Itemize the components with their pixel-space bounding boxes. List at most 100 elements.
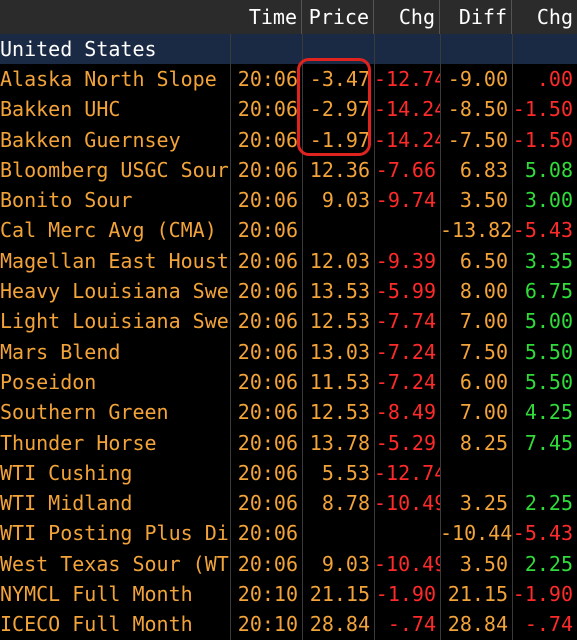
time-cell: 20:06 (237, 127, 298, 152)
table-row[interactable]: Bakken UHC 20:06 -2.97 -14.24 -8.50 -1.50 (0, 94, 577, 124)
crude-name: Poseidon (0, 369, 97, 394)
price-change-cell: -1.90 (375, 582, 436, 607)
column-divider (230, 34, 231, 640)
header-time[interactable]: Time (230, 0, 302, 34)
time-cell: 20:06 (237, 97, 298, 122)
price-change-cell: -7.24 (375, 369, 436, 394)
table-row[interactable]: Mars Blend 20:06 13.03 -7.24 7.50 5.50 (0, 337, 577, 367)
time-cell: 20:06 (237, 309, 298, 334)
table-row[interactable]: Alaska North Slope 20:06 -3.47 -12.74 -9.00.… (0, 64, 577, 94)
table-row[interactable]: Southern Green 20:06 12.53 -8.49 7.00 4.25 (0, 397, 577, 427)
table-row[interactable]: Heavy Louisiana Sweet (H 20:06 13.53-5.99 8… (0, 276, 577, 306)
price-cell: 5.53 (321, 460, 370, 485)
crude-name: Heavy Louisiana Sweet (H (0, 279, 230, 304)
price-change-cell: -.74 (387, 612, 436, 637)
table-row[interactable]: West Texas Sour (WTS) 20:06 9.03 -10.49 3.50… (0, 549, 577, 579)
price-cell: 21.15 (309, 582, 370, 607)
time-cell: 20:06 (237, 67, 298, 91)
diff-cell: 8.25 (459, 430, 508, 455)
crude-name: West Texas Sour (WTS) (0, 551, 230, 576)
price-cell: 12.03 (309, 248, 370, 273)
crude-name: Bakken Guernsey (0, 127, 181, 152)
table-row[interactable]: Bakken Guernsey 20:06 -1.97 -14.24 -7.50 -1.5… (0, 125, 577, 155)
diff-change-cell (512, 458, 577, 488)
column-divider (512, 34, 513, 640)
header-diff[interactable]: Diff (440, 0, 512, 34)
table-row[interactable]: Magellan East Houston 20:06 12.03 -9.39 6.50… (0, 246, 577, 276)
price-change-cell (374, 215, 440, 245)
header-chg[interactable]: Chg (374, 0, 440, 34)
diff-change-cell: 5.50 (524, 369, 573, 394)
diff-change-cell: -1.50 (512, 97, 573, 122)
diff-change-cell: 4.25 (524, 400, 573, 425)
column-divider (374, 34, 375, 640)
diff-cell (440, 458, 512, 488)
crude-name: Mars Blend (0, 339, 121, 364)
price-cell: 12.53 (309, 309, 370, 334)
diff-change-cell: 6.75 (524, 279, 573, 304)
time-cell: 20:10 (237, 612, 298, 637)
price-change-cell: -7.74 (375, 309, 436, 334)
table-row[interactable]: WTI Cushing 20:06 5.53 -12.74 (0, 458, 577, 488)
crude-name: ICECO Full Month (0, 612, 193, 637)
time-cell: 20:06 (237, 430, 298, 455)
diff-cell: 21.15 (447, 582, 508, 607)
crude-name: WTI Posting Plus Diff (0, 521, 230, 546)
price-change-cell: -9.39 (375, 248, 436, 273)
table-row[interactable]: WTI Posting Plus Diff 20:06 -10.44 -5.43 (0, 518, 577, 548)
table-row[interactable]: Light Louisiana Sweet (LL 20:06 12.53-7.74… (0, 306, 577, 336)
crude-name: NYMCL Full Month (0, 582, 193, 607)
price-change-cell: -10.49 (374, 551, 440, 576)
price-change-cell: -14.24 (374, 97, 440, 122)
time-cell: 20:06 (237, 369, 298, 394)
diff-change-cell: 5.08 (524, 157, 573, 182)
time-cell: 20:06 (237, 279, 298, 304)
table-row[interactable]: ICECO Full Month 20:10 28.84 -.74 28.84 -.74 (0, 609, 577, 639)
time-cell: 20:06 (237, 188, 298, 213)
diff-cell: 6.00 (459, 369, 508, 394)
column-header-bar: Time Price Chg Diff Chg (0, 0, 577, 34)
crude-name: Light Louisiana Sweet (LL (0, 309, 230, 334)
time-cell: 20:06 (237, 400, 298, 425)
price-cell: 11.53 (309, 369, 370, 394)
price-change-cell (374, 518, 440, 548)
diff-cell: 7.50 (459, 339, 508, 364)
diff-cell: 8.00 (459, 279, 508, 304)
crude-price-table: Alaska North Slope 20:06 -3.47 -12.74 -9.00.… (0, 64, 577, 640)
header-chg-diff[interactable]: Chg (536, 5, 573, 29)
table-row[interactable]: Bonito Sour 20:06 9.03 -9.74 3.50 3.00 (0, 185, 577, 215)
table-row[interactable]: WTI Midland 20:06 8.78 -10.49 3.25 2.25 (0, 488, 577, 518)
crude-name: WTI Midland (0, 491, 133, 516)
price-change-cell: -7.24 (375, 339, 436, 364)
crude-name: Bloomberg USGC Sour Ind (0, 157, 230, 182)
table-row[interactable]: NYMCL Full Month 20:10 21.15 -1.90 21.15 -1.9… (0, 579, 577, 609)
diff-cell: -9.00 (447, 67, 508, 91)
diff-change-cell: 5.00 (524, 309, 573, 334)
price-change-cell: -10.49 (374, 491, 440, 516)
table-row[interactable]: Thunder Horse 20:06 13.78 -5.29 8.25 7.45 (0, 428, 577, 458)
price-change-cell: -12.74 (374, 67, 440, 91)
diff-change-cell: -1.90 (512, 582, 573, 607)
diff-change-cell: 3.00 (524, 188, 573, 213)
crude-name: Alaska North Slope (0, 67, 217, 91)
crude-name: Bonito Sour (0, 188, 133, 213)
diff-cell: 3.50 (459, 551, 508, 576)
price-cell: -2.97 (309, 97, 370, 122)
table-row[interactable]: Poseidon 20:06 11.53 -7.24 6.00 5.50 (0, 367, 577, 397)
table-row[interactable]: Cal Merc Avg (CMA) Diff 20:06 -13.82-5.43 (0, 215, 577, 245)
price-cell: 8.78 (321, 491, 370, 516)
table-row[interactable]: Bloomberg USGC Sour Ind 20:06 12.36-7.66 6.… (0, 155, 577, 185)
time-cell: 20:06 (237, 157, 298, 182)
time-cell: 20:06 (237, 339, 298, 364)
time-cell: 20:06 (237, 460, 298, 485)
price-cell: 9.03 (321, 188, 370, 213)
price-cell (302, 215, 374, 245)
time-cell: 20:06 (237, 551, 298, 576)
diff-change-cell: 2.25 (524, 551, 573, 576)
price-change-cell: -12.74 (374, 460, 440, 485)
header-price[interactable]: Price (302, 0, 374, 34)
price-change-cell: -5.99 (375, 279, 436, 304)
price-cell: -1.97 (309, 127, 370, 152)
diff-change-cell: -.74 (524, 612, 573, 637)
column-divider (440, 34, 441, 640)
